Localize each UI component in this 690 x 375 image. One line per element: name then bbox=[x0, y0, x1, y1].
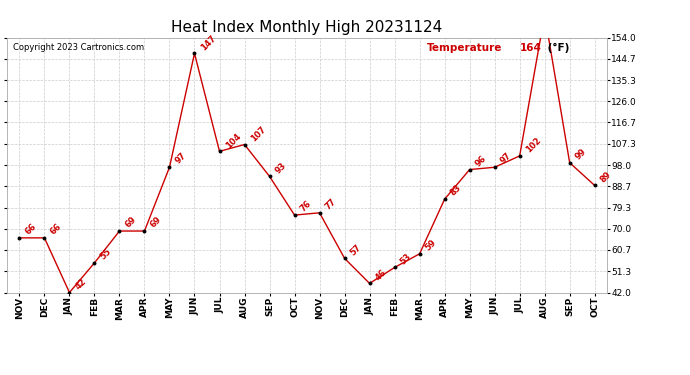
Point bbox=[389, 264, 400, 270]
Text: 46: 46 bbox=[374, 267, 388, 282]
Text: 93: 93 bbox=[274, 160, 288, 175]
Point bbox=[464, 166, 475, 172]
Text: 42: 42 bbox=[74, 276, 88, 291]
Text: 164: 164 bbox=[0, 374, 1, 375]
Text: 69: 69 bbox=[148, 215, 164, 229]
Text: 77: 77 bbox=[324, 197, 338, 211]
Text: 102: 102 bbox=[524, 136, 542, 154]
Point bbox=[214, 148, 225, 154]
Text: 104: 104 bbox=[224, 131, 242, 150]
Point bbox=[14, 235, 25, 241]
Point bbox=[339, 255, 350, 261]
Point bbox=[114, 228, 125, 234]
Point bbox=[289, 212, 300, 218]
Point bbox=[189, 51, 200, 57]
Title: Heat Index Monthly High 20231124: Heat Index Monthly High 20231124 bbox=[171, 20, 443, 35]
Point bbox=[439, 196, 450, 202]
Point bbox=[489, 164, 500, 170]
Text: 89: 89 bbox=[599, 170, 613, 184]
Point bbox=[589, 183, 600, 189]
Text: 99: 99 bbox=[574, 147, 589, 161]
Point bbox=[39, 235, 50, 241]
Point bbox=[264, 173, 275, 179]
Text: 76: 76 bbox=[299, 199, 313, 214]
Text: 66: 66 bbox=[23, 222, 38, 237]
Point bbox=[564, 160, 575, 166]
Point bbox=[139, 228, 150, 234]
Point bbox=[514, 153, 525, 159]
Text: Temperature: Temperature bbox=[427, 43, 502, 52]
Text: 83: 83 bbox=[448, 183, 463, 198]
Text: 97: 97 bbox=[174, 152, 188, 166]
Text: Copyright 2023 Cartronics.com: Copyright 2023 Cartronics.com bbox=[13, 43, 144, 52]
Point bbox=[89, 260, 100, 266]
Point bbox=[314, 210, 325, 216]
Point bbox=[64, 290, 75, 296]
Point bbox=[539, 12, 550, 18]
Point bbox=[414, 251, 425, 257]
Point bbox=[364, 280, 375, 286]
Text: 164: 164 bbox=[520, 43, 542, 52]
Point bbox=[239, 141, 250, 147]
Text: 96: 96 bbox=[474, 154, 489, 168]
Text: 69: 69 bbox=[124, 215, 138, 229]
Text: 53: 53 bbox=[399, 252, 413, 266]
Text: 57: 57 bbox=[348, 242, 364, 257]
Text: 55: 55 bbox=[99, 247, 113, 261]
Text: 59: 59 bbox=[424, 238, 438, 252]
Text: 107: 107 bbox=[248, 124, 267, 143]
Text: 97: 97 bbox=[499, 152, 513, 166]
Point bbox=[164, 164, 175, 170]
Text: 66: 66 bbox=[48, 222, 63, 237]
Text: (°F): (°F) bbox=[544, 43, 569, 52]
Text: 147: 147 bbox=[199, 33, 217, 52]
